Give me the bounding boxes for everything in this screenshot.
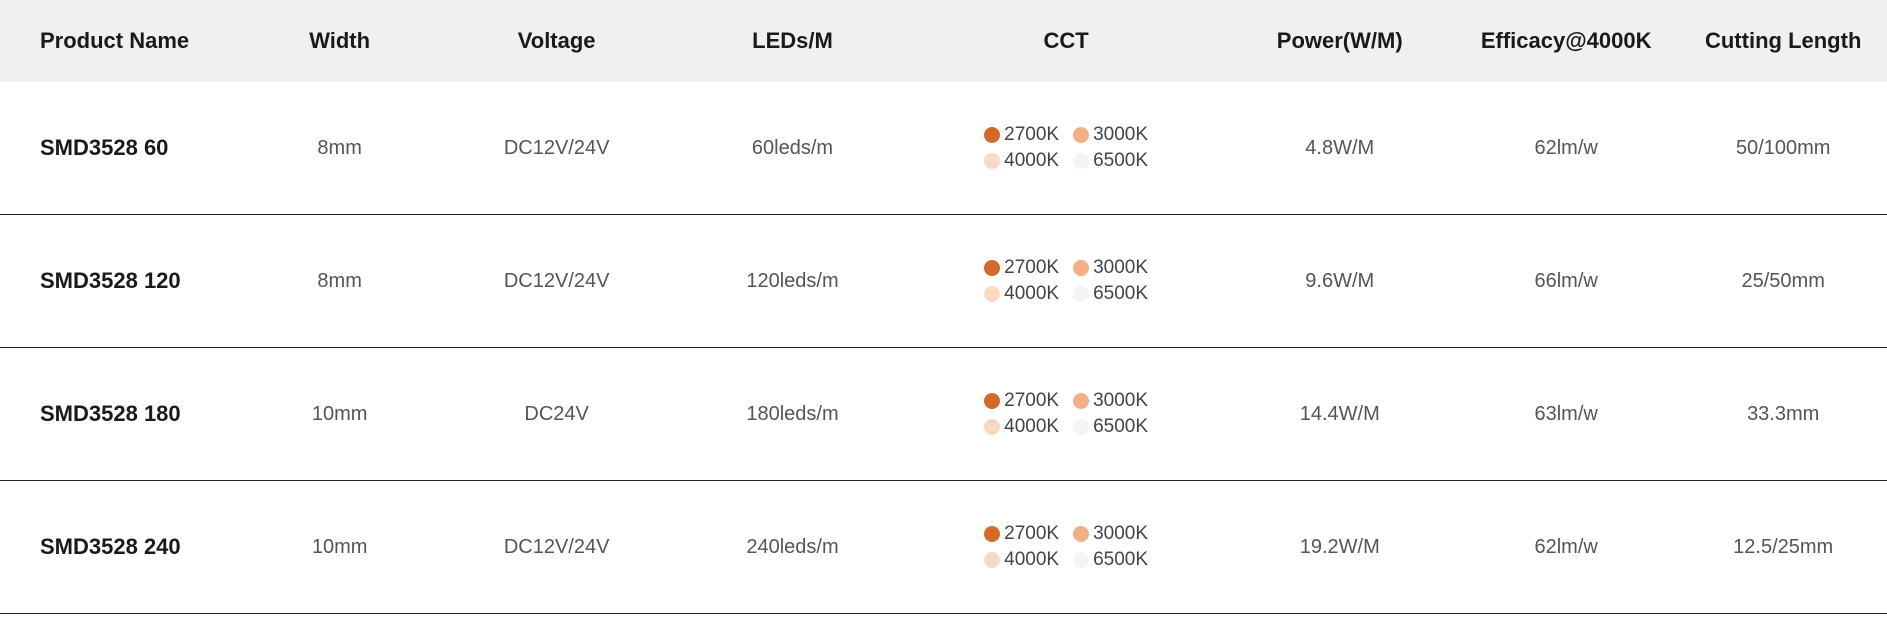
cct-option: 3000K [1073,257,1148,279]
cct-option: 3000K [1073,523,1148,545]
cct-option: 3000K [1073,124,1148,146]
table-cell: 9.6W/M [1227,215,1453,348]
cct-label: 2700K [1004,257,1059,279]
table-row: SMD3528 18010mmDC24V180leds/m 2700K 3000K 4… [0,348,1887,481]
table-cell: DC24V [434,348,679,481]
cct-label: 2700K [1004,523,1059,545]
cct-label: 3000K [1093,257,1148,279]
table-header-cell: CCT [906,0,1227,82]
cct-label: 4000K [1004,549,1059,571]
table-cell: 62lm/w [1453,481,1679,614]
cct-option: 4000K [984,416,1059,438]
cct-swatch-icon [984,526,1000,542]
table-cell: 10mm [245,348,434,481]
table-header-cell: Width [245,0,434,82]
cct-option: 6500K [1073,283,1148,305]
table-row: SMD3528 608mmDC12V/24V60leds/m 2700K 3000K… [0,82,1887,215]
table-cell: 25/50mm [1679,215,1887,348]
table-cell: 180leds/m [679,348,905,481]
table-cell: DC12V/24V [434,215,679,348]
table-cell: 63lm/w [1453,348,1679,481]
table-header-cell: Efficacy@4000K [1453,0,1679,82]
table-header-cell: Power(W/M) [1227,0,1453,82]
table-cell: 10mm [245,481,434,614]
cct-label: 3000K [1093,124,1148,146]
cct-swatch-icon [1073,552,1089,568]
spec-table: Product NameWidthVoltageLEDs/MCCTPower(W… [0,0,1887,614]
table-header-cell: Cutting Length [1679,0,1887,82]
cct-label: 6500K [1093,549,1148,571]
table-header-row: Product NameWidthVoltageLEDs/MCCTPower(W… [0,0,1887,82]
cct-swatch-icon [984,286,1000,302]
cct-swatch-icon [1073,286,1089,302]
table-cell: 8mm [245,82,434,215]
cct-swatch-icon [984,393,1000,409]
cct-option: 4000K [984,549,1059,571]
cct-option: 3000K [1073,390,1148,412]
cct-label: 4000K [1004,416,1059,438]
cct-swatch-icon [1073,393,1089,409]
table-header-cell: LEDs/M [679,0,905,82]
cct-label: 6500K [1093,283,1148,305]
cct-label: 2700K [1004,124,1059,146]
table-cell: 8mm [245,215,434,348]
table-cell: DC12V/24V [434,481,679,614]
table-cell: 66lm/w [1453,215,1679,348]
table-header-cell: Product Name [0,0,245,82]
cct-option: 4000K [984,150,1059,172]
cct-cell: 2700K 3000K 4000K 6500K [906,481,1227,614]
cct-swatch-icon [984,153,1000,169]
cct-option: 6500K [1073,549,1148,571]
cct-label: 4000K [1004,283,1059,305]
product-name-cell: SMD3528 180 [0,348,245,481]
cct-swatch-icon [1073,526,1089,542]
table-cell: 4.8W/M [1227,82,1453,215]
table-cell: 12.5/25mm [1679,481,1887,614]
cct-swatch-icon [984,127,1000,143]
cct-swatch-icon [1073,260,1089,276]
table-cell: DC12V/24V [434,82,679,215]
product-name-cell: SMD3528 60 [0,82,245,215]
table-cell: 60leds/m [679,82,905,215]
cct-cell: 2700K 3000K 4000K 6500K [906,348,1227,481]
product-name-cell: SMD3528 240 [0,481,245,614]
cct-swatch-icon [984,260,1000,276]
product-name-cell: SMD3528 120 [0,215,245,348]
table-cell: 50/100mm [1679,82,1887,215]
cct-option: 2700K [984,390,1059,412]
table-cell: 62lm/w [1453,82,1679,215]
cct-option: 2700K [984,124,1059,146]
cct-option: 6500K [1073,150,1148,172]
cct-label: 4000K [1004,150,1059,172]
cct-option: 2700K [984,523,1059,545]
table-row: SMD3528 1208mmDC12V/24V120leds/m 2700K 300… [0,215,1887,348]
table-cell: 33.3mm [1679,348,1887,481]
table-cell: 240leds/m [679,481,905,614]
cct-label: 6500K [1093,150,1148,172]
table-header-cell: Voltage [434,0,679,82]
table-cell: 14.4W/M [1227,348,1453,481]
cct-label: 3000K [1093,523,1148,545]
cct-swatch-icon [1073,127,1089,143]
cct-swatch-icon [1073,153,1089,169]
cct-swatch-icon [1073,419,1089,435]
cct-swatch-icon [984,419,1000,435]
cct-cell: 2700K 3000K 4000K 6500K [906,82,1227,215]
cct-option: 4000K [984,283,1059,305]
cct-label: 2700K [1004,390,1059,412]
table-cell: 120leds/m [679,215,905,348]
cct-label: 6500K [1093,416,1148,438]
cct-option: 2700K [984,257,1059,279]
cct-option: 6500K [1073,416,1148,438]
table-cell: 19.2W/M [1227,481,1453,614]
table-row: SMD3528 24010mmDC12V/24V240leds/m 2700K 30… [0,481,1887,614]
cct-swatch-icon [984,552,1000,568]
cct-cell: 2700K 3000K 4000K 6500K [906,215,1227,348]
cct-label: 3000K [1093,390,1148,412]
